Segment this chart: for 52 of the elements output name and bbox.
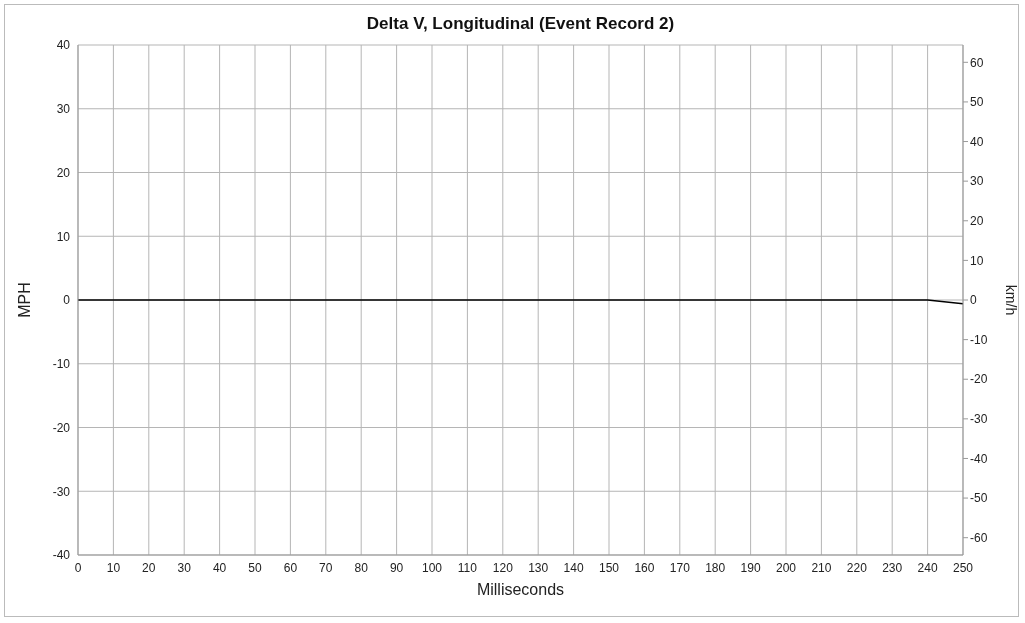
x-tick-label: 60 (283, 560, 298, 575)
x-tick-label: 80 (354, 560, 369, 575)
y-tick-label: 30 (56, 102, 71, 117)
x-tick-label: 130 (528, 560, 549, 575)
x-tick-label: 220 (846, 560, 868, 575)
x-tick-label: 140 (563, 560, 584, 575)
x-tick-label: 90 (389, 560, 404, 575)
y-axis-title: MPH (15, 282, 33, 318)
x-tick-label: 10 (106, 560, 121, 575)
x-tick-label: 110 (457, 560, 478, 575)
y2-axis-title: km/h (1003, 284, 1020, 316)
x-tick-label: 230 (882, 560, 903, 575)
x-tick-label: 120 (492, 560, 514, 575)
y2-tick-label: 20 (970, 214, 984, 229)
y-tick-label: 10 (56, 229, 71, 244)
y2-tick-label: -10 (970, 332, 988, 347)
y-tick-label: -30 (52, 484, 71, 499)
chart-title: Delta V, Longitudinal (Event Record 2) (365, 14, 676, 34)
x-tick-label: 150 (598, 560, 620, 575)
x-tick-label: 180 (705, 560, 726, 575)
x-tick-label: 100 (421, 560, 443, 575)
x-tick-label: 50 (248, 560, 262, 575)
x-tick-label: 20 (142, 560, 156, 575)
y2-tick-label: 10 (970, 253, 984, 268)
y2-tick-label: 40 (970, 134, 984, 149)
y2-tick-label: -40 (970, 451, 988, 466)
y-tick-label: 0 (63, 293, 71, 308)
y-tick-label: -20 (52, 420, 71, 435)
y-tick-label: 20 (56, 165, 71, 180)
y2-tick-label: 50 (970, 95, 984, 110)
y2-tick-label: 60 (970, 55, 984, 70)
y-tick-label: -10 (52, 357, 71, 372)
y2-tick-label: -30 (970, 412, 988, 427)
x-tick-label: 170 (669, 560, 691, 575)
y2-tick-label: -20 (970, 372, 988, 387)
x-tick-label: 190 (740, 560, 761, 575)
x-tick-label: 30 (177, 560, 192, 575)
x-tick-label: 240 (917, 560, 938, 575)
x-axis-title: Milliseconds (476, 581, 565, 598)
y2-tick-label: -50 (970, 491, 988, 506)
x-tick-label: 40 (212, 560, 227, 575)
y2-tick-label: 0 (970, 293, 977, 308)
y2-tick-label: -60 (970, 530, 988, 545)
x-tick-label: 160 (634, 560, 655, 575)
y2-tick-label: 30 (970, 174, 984, 189)
x-tick-label: 210 (811, 560, 832, 575)
y-tick-label: -40 (52, 548, 71, 563)
x-tick-label: 200 (775, 560, 797, 575)
x-tick-label: 0 (74, 560, 82, 575)
x-tick-label: 250 (952, 560, 974, 575)
y-tick-label: 40 (56, 38, 71, 53)
x-tick-label: 70 (319, 560, 333, 575)
